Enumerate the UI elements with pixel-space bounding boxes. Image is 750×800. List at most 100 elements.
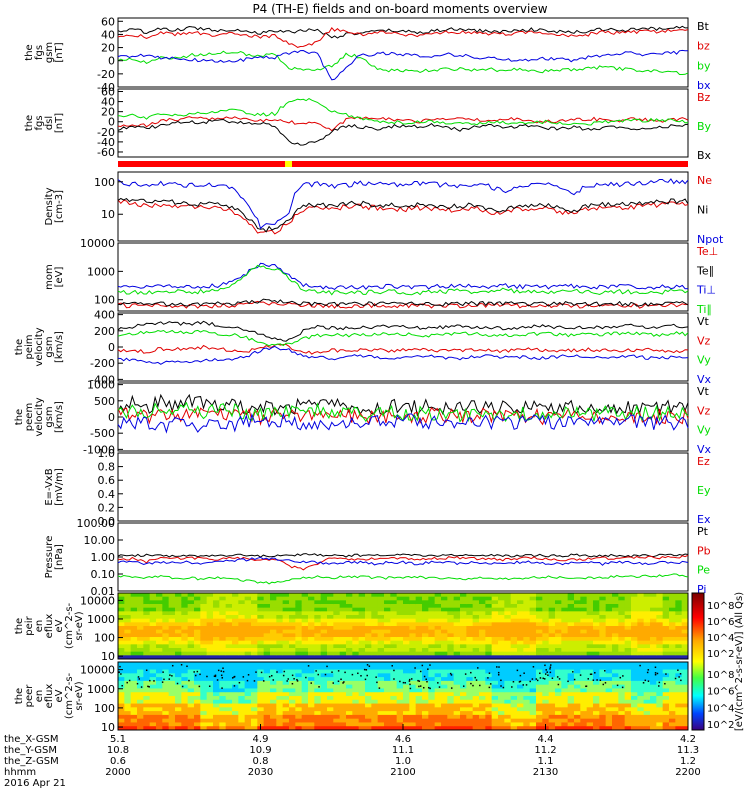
heatmap-cell: [434, 651, 442, 656]
heatmap-cell: [441, 688, 448, 693]
heatmap-cell: [548, 680, 556, 686]
heatmap-cell: [194, 726, 201, 731]
heatmap-cell: [466, 711, 474, 716]
heatmap-cell: [130, 600, 138, 605]
heatmap-cell: [130, 633, 138, 638]
y-axis-label: eflux: [44, 614, 55, 639]
heatmap-cell: [168, 622, 176, 627]
heatmap-cell: [162, 707, 170, 712]
heatmap-cell: [675, 703, 683, 708]
heatmap-cell: [225, 692, 233, 697]
heatmap-cell: [365, 622, 372, 627]
heatmap-cell: [320, 651, 328, 656]
heatmap-cell: [605, 644, 613, 649]
heatmap-cell: [181, 593, 189, 598]
heatmap-cell: [339, 669, 347, 674]
heatmap-cell: [257, 703, 265, 708]
heatmap-cell: [377, 648, 385, 653]
heatmap-cell: [263, 629, 271, 634]
heatmap-cell: [555, 651, 562, 656]
heatmap-cell: [384, 633, 391, 638]
heatmap-cell: [257, 684, 265, 689]
heatmap-cell: [574, 680, 581, 686]
heatmap-cell: [466, 651, 474, 656]
heatmap-cell: [308, 688, 315, 693]
heatmap-speck: [498, 666, 500, 668]
heatmap-cell: [491, 665, 499, 671]
heatmap-cell: [434, 604, 442, 609]
heatmap-cell: [320, 692, 328, 697]
heatmap-cell: [656, 726, 664, 731]
heatmap-cell: [466, 644, 474, 649]
heatmap-cell: [504, 618, 512, 623]
heatmap-cell: [650, 692, 657, 697]
heatmap-cell: [143, 622, 151, 627]
heatmap-cell: [276, 665, 284, 671]
heatmap-cell: [339, 629, 347, 634]
heatmap-cell: [612, 604, 619, 609]
heatmap-cell: [295, 688, 303, 693]
heatmap-cell: [257, 707, 265, 712]
y-tick-label: 1000: [87, 613, 115, 626]
heatmap-cell: [403, 593, 410, 598]
heatmap-cell: [403, 696, 410, 701]
heatmap-cell: [466, 696, 474, 701]
y-tick-label: 0.4: [98, 488, 116, 501]
heatmap-cell: [428, 714, 436, 720]
heatmap-cell: [637, 684, 645, 689]
heatmap-cell: [143, 651, 151, 656]
heatmap-cell: [295, 648, 303, 653]
heatmap-cell: [510, 644, 518, 649]
heatmap-cell: [612, 648, 619, 653]
heatmap-cell: [510, 640, 518, 645]
heatmap-cell: [428, 662, 436, 667]
heatmap-cell: [637, 626, 645, 631]
heatmap-cell: [168, 593, 176, 598]
heatmap-cell: [390, 692, 398, 697]
heatmap-cell: [498, 662, 505, 667]
heatmap-cell: [187, 722, 195, 727]
heatmap-cell: [643, 651, 651, 656]
heatmap-cell: [143, 673, 151, 678]
heatmap-cell: [542, 718, 550, 723]
heatmap-cell: [213, 707, 220, 712]
heatmap-cell: [390, 626, 398, 631]
heatmap-cell: [371, 626, 379, 631]
heatmap-cell: [396, 669, 404, 674]
heatmap-speck: [268, 675, 271, 678]
heatmap-cell: [491, 648, 499, 653]
heatmap-cell: [453, 707, 461, 712]
heatmap-cell: [390, 611, 398, 616]
series-line-Vt: [117, 320, 689, 342]
heatmap-cell: [441, 607, 448, 612]
heatmap-cell: [168, 692, 176, 697]
heatmap-cell: [441, 629, 448, 634]
heatmap-cell: [441, 673, 448, 678]
heatmap-cell: [200, 665, 208, 671]
heatmap-cell: [529, 648, 537, 653]
heatmap-cell: [650, 644, 657, 649]
heatmap-speck: [642, 682, 645, 684]
heatmap-cell: [377, 669, 385, 674]
heatmap-cell: [295, 677, 303, 682]
heatmap-cell: [612, 699, 619, 705]
colorbar-tick-label: 10^6: [707, 617, 734, 628]
heatmap-cell: [536, 677, 543, 682]
heatmap-cell: [276, 611, 284, 616]
heatmap-cell: [333, 618, 341, 623]
heatmap-speck: [213, 675, 216, 677]
heatmap-cell: [384, 707, 391, 712]
heatmap-cell: [441, 696, 448, 701]
heatmap-cell: [396, 651, 404, 656]
heatmap-cell: [637, 622, 645, 627]
heatmap-cell: [523, 655, 531, 660]
heatmap-cell: [517, 622, 524, 627]
heatmap-cell: [504, 726, 512, 731]
heatmap-cell: [339, 688, 347, 693]
heatmap-cell: [593, 662, 600, 667]
heatmap-cell: [263, 699, 271, 705]
heatmap-cell: [523, 703, 531, 708]
heatmap-speck: [679, 673, 682, 675]
heatmap-cell: [358, 722, 366, 727]
heatmap-cell: [314, 640, 322, 645]
